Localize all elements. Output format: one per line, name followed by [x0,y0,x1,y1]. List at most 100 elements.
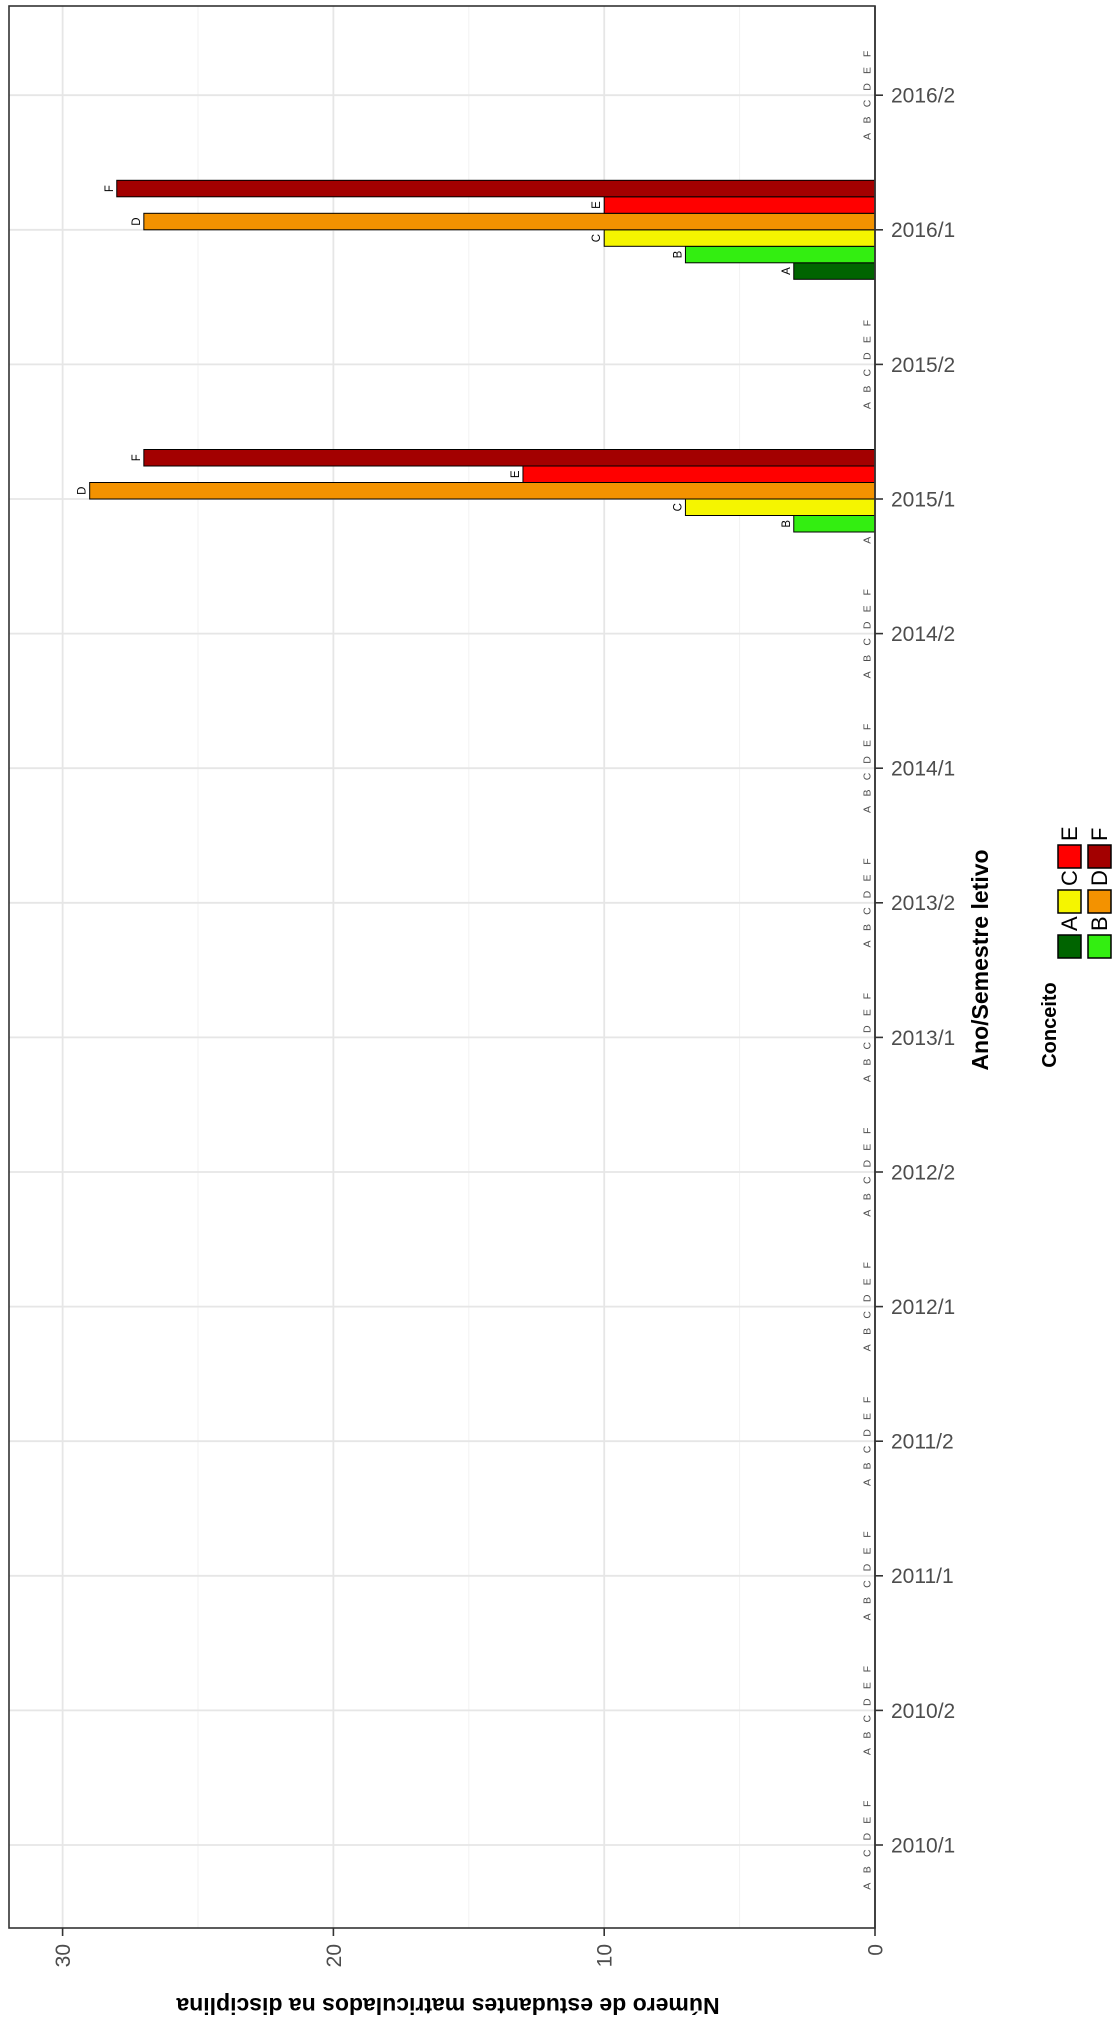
grade-label: A [862,1210,874,1217]
grade-label: C [862,1714,874,1722]
category-tick-label: 2011/1 [891,1565,954,1588]
legend-key-B [1087,934,1112,959]
bar-2015-1-F [143,449,876,467]
category-tick-label: 2012/2 [891,1161,955,1184]
grade-label: A [862,671,874,678]
category-tick-label: 2014/1 [891,758,955,781]
grade-label: F [862,724,874,730]
bar-label: C [672,503,684,511]
grade-label: C [862,1176,874,1184]
bars: ABCDEFABCDEFABCDEFABCDEFABCDEFABCDEFABCD… [77,51,876,1890]
grade-label: E [862,740,874,747]
grade-label: E [862,1278,874,1285]
grade-label: A [862,1883,874,1890]
axis-titles: Número de estudantes matriculados na dis… [176,849,993,2019]
bar-2016-1-B [684,245,876,264]
grade-label: B [862,1732,874,1739]
category-tick-label: 2010/2 [891,1700,955,1723]
bar-label: D [131,217,143,225]
grade-label: F [862,51,874,57]
grade-label: F [862,1666,874,1672]
bar-2016-1-F [116,179,876,198]
grade-label: E [862,1817,874,1824]
category-axis-title: Ano/Semestre letivo [967,849,993,1070]
grade-label: F [862,1801,874,1807]
legend-label: E [1057,826,1082,841]
bar-label: C [591,234,603,242]
grade-label: D [862,83,874,91]
bar-label: B [781,520,793,528]
grade-label: E [862,1144,874,1151]
bar-label: A [781,267,793,275]
grade-label: A [862,133,874,140]
bar-label: B [672,250,684,258]
category-tick-label: 2012/1 [891,1296,955,1319]
legend: Conceito A B C D E F [1039,826,1112,1067]
legend-label: D [1087,870,1112,886]
plot-panel-border [8,5,876,1929]
grade-label: B [862,1462,874,1469]
grade-label: C [862,1445,874,1453]
category-tick-label: 2016/2 [891,85,955,108]
value-tick-label: 30 [52,1944,75,1967]
grade-label: D [862,890,874,898]
grade-label: A [862,537,874,544]
grade-label: C [862,907,874,915]
grade-label: D [862,1429,874,1437]
grade-label: F [862,858,874,864]
grade-label: D [862,1294,874,1302]
grade-label: C [862,1849,874,1857]
grade-label: E [862,605,874,612]
grade-label: E [862,1548,874,1555]
bar-2016-1-E [603,196,876,214]
grade-label: F [862,1262,874,1268]
grade-label: A [862,1075,874,1082]
grade-label: E [862,1682,874,1689]
grade-label: E [862,1009,874,1016]
bar-label: F [131,454,143,461]
legend-key-F [1087,844,1112,869]
grade-label: C [862,1311,874,1319]
bar-2016-1-D [143,212,876,231]
bar-label: D [77,487,89,495]
category-tick-label: 2010/1 [891,1834,955,1857]
grade-label: C [862,1041,874,1049]
grade-label: F [862,1128,874,1134]
grade-label: D [862,352,874,360]
legend-label: F [1087,828,1112,841]
bar-label: E [591,201,603,209]
grade-label: D [862,1160,874,1168]
grade-label: B [862,1866,874,1873]
category-tick-label: 2015/2 [891,354,955,377]
grade-label: B [862,1328,874,1335]
category-tick-label: 2013/2 [891,892,955,915]
grade-label: A [862,1479,874,1486]
grade-label: B [862,386,874,393]
grade-label: A [862,402,874,409]
legend-label: A [1057,916,1082,931]
grade-label: F [862,1531,874,1537]
bar-2015-1-C [684,498,876,516]
grade-label: D [862,1025,874,1033]
legend-label: B [1087,916,1112,931]
bar-label: E [510,470,522,478]
grade-label: A [862,1748,874,1755]
category-tick-label: 2014/2 [891,623,955,646]
grade-label: B [862,1597,874,1604]
category-tick-label: 2015/1 [891,488,955,511]
category-tick-label: 2016/1 [891,219,955,242]
value-tick-label: 10 [594,1944,617,1967]
axes: 2010/1 2010/2 2011/1 2011/2 2012/1 2012/2 2013… [52,6,955,1967]
grade-label: C [862,99,874,107]
grade-label: F [862,1397,874,1403]
category-tick-label: 2013/1 [891,1027,955,1050]
grade-label: B [862,1193,874,1200]
category-tick-label: 2011/2 [891,1431,954,1454]
grade-label: F [862,993,874,999]
grade-label: D [862,1698,874,1706]
bar-2015-1-D [89,482,876,500]
grade-label: D [862,756,874,764]
grade-label: F [862,589,874,595]
grade-label: E [862,875,874,882]
bar-2016-1-A [793,262,876,280]
